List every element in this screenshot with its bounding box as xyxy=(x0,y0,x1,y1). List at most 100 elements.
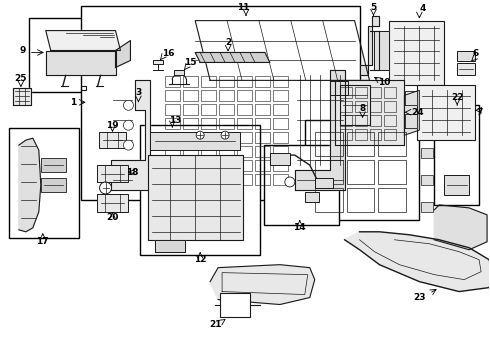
Text: 15: 15 xyxy=(184,58,196,67)
Bar xyxy=(457,63,475,75)
Text: 5: 5 xyxy=(370,3,377,12)
Text: 19: 19 xyxy=(106,121,119,130)
Bar xyxy=(201,132,216,143)
Bar xyxy=(340,87,352,98)
Bar xyxy=(385,115,396,126)
Polygon shape xyxy=(46,50,116,75)
Bar xyxy=(165,146,180,157)
Polygon shape xyxy=(46,31,121,50)
Polygon shape xyxy=(155,240,185,252)
Bar xyxy=(340,115,352,126)
Text: 24: 24 xyxy=(411,108,424,117)
Bar xyxy=(237,146,252,157)
Bar xyxy=(421,175,433,185)
Text: 11: 11 xyxy=(237,3,249,12)
Text: 17: 17 xyxy=(36,237,49,246)
Bar xyxy=(81,6,360,200)
Circle shape xyxy=(196,131,204,139)
Text: 18: 18 xyxy=(126,167,139,176)
Bar xyxy=(273,118,288,129)
Bar xyxy=(315,132,343,156)
Bar xyxy=(255,174,270,185)
Bar xyxy=(255,132,270,143)
Bar xyxy=(183,90,198,101)
Circle shape xyxy=(123,120,133,130)
Text: 1: 1 xyxy=(70,98,76,107)
Bar xyxy=(201,76,216,87)
Circle shape xyxy=(123,100,133,110)
Bar xyxy=(305,120,419,220)
Bar xyxy=(201,118,216,129)
Text: 7: 7 xyxy=(476,108,482,117)
Bar xyxy=(255,118,270,129)
Text: 6: 6 xyxy=(473,49,479,58)
Bar xyxy=(220,293,250,318)
Text: 21: 21 xyxy=(209,320,221,329)
Bar xyxy=(434,105,479,205)
Polygon shape xyxy=(153,60,163,64)
Bar xyxy=(165,174,180,185)
Text: 22: 22 xyxy=(451,93,464,102)
Polygon shape xyxy=(335,80,404,145)
Bar xyxy=(219,104,234,115)
Bar xyxy=(421,148,433,158)
Bar xyxy=(273,160,288,171)
Bar xyxy=(305,192,318,202)
Bar xyxy=(97,194,128,212)
Text: 8: 8 xyxy=(360,104,366,113)
Bar xyxy=(315,178,333,188)
Bar xyxy=(183,174,198,185)
Bar xyxy=(165,104,180,115)
Polygon shape xyxy=(13,88,31,105)
Bar xyxy=(273,76,288,87)
Bar xyxy=(219,132,234,143)
Polygon shape xyxy=(344,232,490,292)
Text: 13: 13 xyxy=(169,116,181,125)
Bar xyxy=(444,175,469,195)
Polygon shape xyxy=(111,80,150,190)
Bar xyxy=(165,118,180,129)
Bar xyxy=(237,132,252,143)
Text: 16: 16 xyxy=(162,49,174,58)
Bar xyxy=(165,132,180,143)
Bar xyxy=(41,178,66,192)
Bar xyxy=(255,160,270,171)
Bar xyxy=(237,174,252,185)
Bar xyxy=(355,101,367,112)
Bar xyxy=(355,115,367,126)
Bar xyxy=(255,146,270,157)
Bar xyxy=(369,101,382,112)
Circle shape xyxy=(99,182,112,194)
Bar xyxy=(183,132,198,143)
Bar xyxy=(385,129,396,140)
Bar xyxy=(219,146,234,157)
Text: 25: 25 xyxy=(15,74,27,83)
Bar xyxy=(201,160,216,171)
Bar xyxy=(165,76,180,87)
Bar xyxy=(219,174,234,185)
Bar xyxy=(237,76,252,87)
Polygon shape xyxy=(374,31,390,71)
Bar xyxy=(255,104,270,115)
Bar xyxy=(378,160,406,184)
Bar xyxy=(165,90,180,101)
Bar xyxy=(201,104,216,115)
Bar xyxy=(183,160,198,171)
Text: 3: 3 xyxy=(135,88,142,97)
Bar xyxy=(421,202,433,212)
Bar xyxy=(457,51,475,62)
Bar xyxy=(273,104,288,115)
Bar xyxy=(237,160,252,171)
Bar xyxy=(141,125,260,255)
Bar xyxy=(346,132,374,156)
Bar xyxy=(273,90,288,101)
Bar xyxy=(201,146,216,157)
Bar xyxy=(219,160,234,171)
Bar xyxy=(183,76,198,87)
Bar xyxy=(237,90,252,101)
Polygon shape xyxy=(195,53,270,62)
Bar xyxy=(385,101,396,112)
Text: 20: 20 xyxy=(106,213,119,222)
Bar xyxy=(346,160,374,184)
Polygon shape xyxy=(405,91,417,105)
